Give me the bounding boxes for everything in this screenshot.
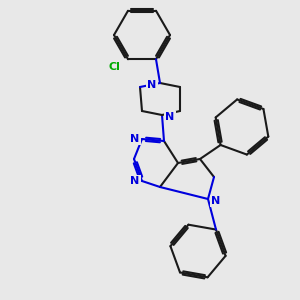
Text: N: N [212, 196, 220, 206]
Text: N: N [130, 176, 140, 186]
Text: N: N [147, 80, 157, 90]
Text: N: N [165, 112, 175, 122]
Text: Cl: Cl [108, 62, 120, 72]
Text: N: N [130, 134, 140, 144]
